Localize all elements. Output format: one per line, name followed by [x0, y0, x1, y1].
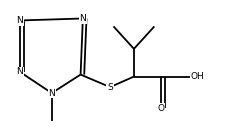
Text: OH: OH	[191, 72, 205, 81]
Text: N: N	[17, 16, 23, 25]
Text: S: S	[107, 83, 113, 92]
Text: N: N	[48, 89, 55, 98]
Text: O: O	[158, 104, 165, 113]
Text: N: N	[17, 67, 23, 76]
Text: N: N	[79, 14, 86, 23]
